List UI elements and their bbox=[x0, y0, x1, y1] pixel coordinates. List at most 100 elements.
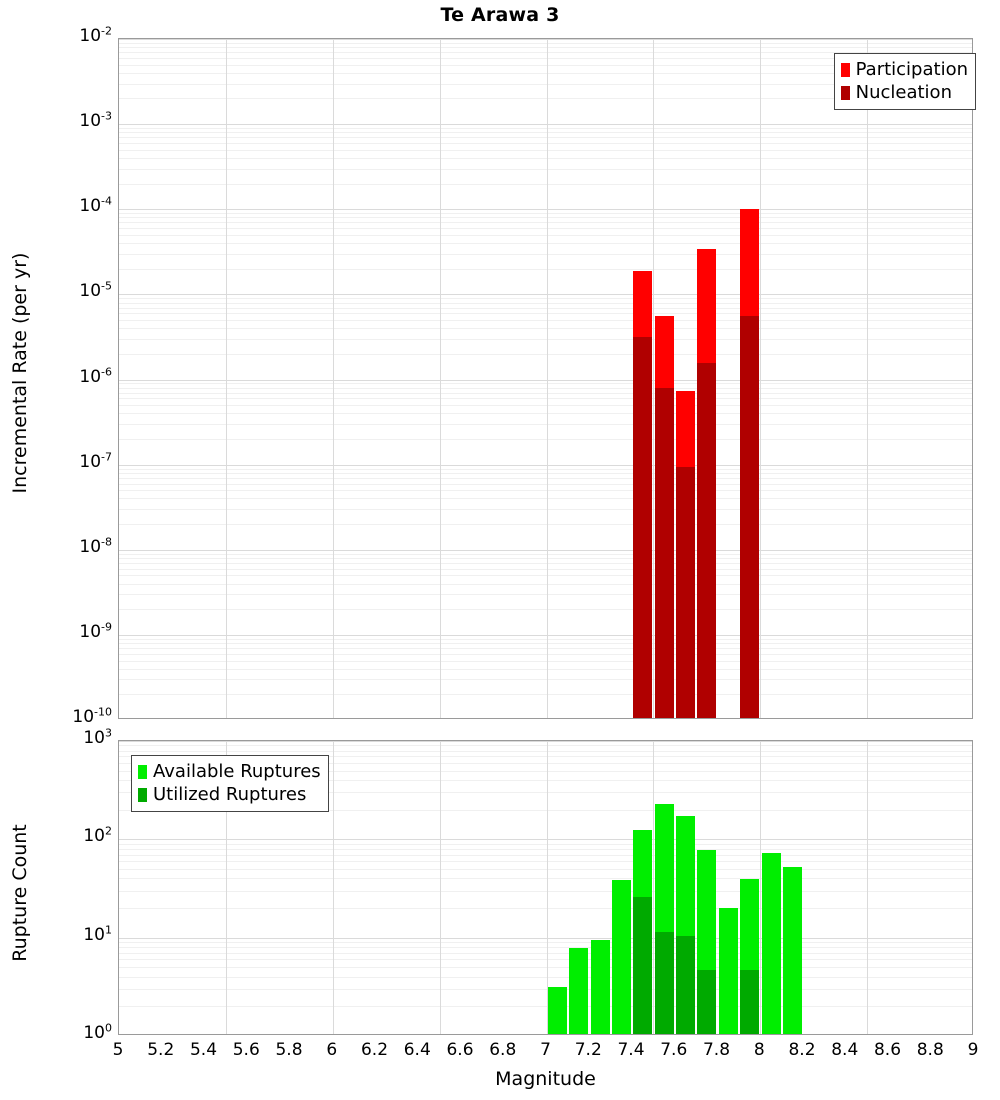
gridline-major-vertical bbox=[333, 39, 334, 718]
gridline-minor-horizontal bbox=[119, 509, 972, 510]
gridline-minor-horizontal bbox=[119, 908, 972, 909]
x-axis-tick-label: 5 bbox=[112, 1040, 124, 1060]
legend-item[interactable]: Nucleation bbox=[840, 81, 968, 104]
gridline-minor-horizontal bbox=[119, 469, 972, 470]
gridline-minor-horizontal bbox=[119, 563, 972, 564]
x-axis-tick-label: 7.8 bbox=[702, 1040, 731, 1060]
x-axis-tick-label: 6 bbox=[326, 1040, 338, 1060]
bar-utilized-ruptures bbox=[697, 970, 716, 1034]
bar-available-ruptures bbox=[783, 867, 802, 1034]
gridline-minor-horizontal bbox=[119, 639, 972, 640]
gridline-major-vertical bbox=[333, 741, 334, 1034]
gridline-major-vertical bbox=[760, 741, 761, 1034]
gridline-minor-horizontal bbox=[119, 405, 972, 406]
gridline-minor-horizontal bbox=[119, 222, 972, 223]
gridline-minor-horizontal bbox=[119, 47, 972, 48]
gridline-minor-horizontal bbox=[119, 269, 972, 270]
gridline-minor-horizontal bbox=[119, 661, 972, 662]
x-axis-tick-label: 8.8 bbox=[916, 1040, 944, 1060]
x-axis-tick-mark bbox=[931, 1034, 932, 1035]
gridline-minor-horizontal bbox=[119, 751, 972, 752]
x-axis-tick-mark bbox=[418, 1034, 419, 1035]
bar-nucleation bbox=[676, 467, 695, 718]
gridline-minor-horizontal bbox=[119, 43, 972, 44]
gridline-minor-horizontal bbox=[119, 137, 972, 138]
x-axis-tick-mark bbox=[290, 1034, 291, 1035]
top-plot-ylabel: Incremental Rate (per yr) bbox=[9, 252, 31, 494]
gridline-minor-horizontal bbox=[119, 558, 972, 559]
legend-item[interactable]: Participation bbox=[840, 58, 968, 81]
gridline-minor-horizontal bbox=[119, 424, 972, 425]
gridline-minor-horizontal bbox=[119, 844, 972, 845]
y-axis-tick-mark bbox=[118, 839, 119, 840]
y-axis-tick-label: 101 bbox=[83, 923, 112, 945]
x-axis-tick-label: 8.2 bbox=[788, 1040, 816, 1060]
gridline-minor-horizontal bbox=[119, 771, 972, 772]
x-axis-tick-mark bbox=[376, 1034, 377, 1035]
gridline-major-horizontal bbox=[119, 550, 972, 551]
y-axis-tick-label: 10-9 bbox=[79, 620, 112, 642]
x-axis-tick-label: 8 bbox=[753, 1040, 765, 1060]
bottom-plot-legend: Available Ruptures Utilized Ruptures bbox=[131, 755, 329, 812]
gridline-minor-horizontal bbox=[119, 313, 972, 314]
gridline-major-horizontal bbox=[119, 294, 972, 295]
y-axis-tick-mark bbox=[118, 550, 119, 551]
gridline-minor-horizontal bbox=[119, 128, 972, 129]
gridline-minor-horizontal bbox=[119, 228, 972, 229]
bar-utilized-ruptures bbox=[676, 936, 695, 1034]
x-axis-tick-mark bbox=[547, 1034, 548, 1035]
gridline-minor-horizontal bbox=[119, 953, 972, 954]
x-axis-tick-label: 8.4 bbox=[831, 1040, 859, 1060]
y-axis-tick-label: 10-2 bbox=[79, 24, 112, 46]
legend-item-label: Available Ruptures bbox=[153, 760, 321, 782]
y-axis-tick-mark bbox=[118, 380, 119, 381]
gridline-minor-horizontal bbox=[119, 303, 972, 304]
bar-nucleation bbox=[633, 337, 652, 718]
gridline-minor-horizontal bbox=[119, 869, 972, 870]
gridline-minor-horizontal bbox=[119, 792, 972, 793]
gridline-minor-horizontal bbox=[119, 648, 972, 649]
x-axis-tick-label: 9 bbox=[967, 1040, 979, 1060]
x-axis-tick-mark bbox=[888, 1034, 889, 1035]
gridline-minor-horizontal bbox=[119, 439, 972, 440]
y-axis-tick-label: 103 bbox=[83, 726, 112, 748]
y-axis-tick-mark bbox=[118, 635, 119, 636]
bar-available-ruptures bbox=[612, 880, 631, 1034]
gridline-minor-horizontal bbox=[119, 169, 972, 170]
gridline-minor-horizontal bbox=[119, 554, 972, 555]
gridline-minor-horizontal bbox=[119, 654, 972, 655]
gridline-minor-horizontal bbox=[119, 308, 972, 309]
x-axis-tick-label: 7.6 bbox=[660, 1040, 688, 1060]
gridline-minor-horizontal bbox=[119, 235, 972, 236]
x-axis-tick-label: 6.2 bbox=[360, 1040, 389, 1060]
bar-utilized-ruptures bbox=[633, 897, 652, 1034]
gridline-major-horizontal bbox=[119, 124, 972, 125]
x-axis-tick-mark bbox=[247, 1034, 248, 1035]
gridline-major-vertical bbox=[226, 741, 227, 1034]
y-axis-tick-label: 10-10 bbox=[72, 705, 112, 727]
gridline-minor-horizontal bbox=[119, 855, 972, 856]
gridline-minor-horizontal bbox=[119, 413, 972, 414]
bar-available-ruptures bbox=[548, 987, 567, 1034]
gridline-major-vertical bbox=[653, 741, 654, 1034]
gridline-minor-horizontal bbox=[119, 756, 972, 757]
bar-nucleation bbox=[655, 388, 674, 718]
gridline-major-vertical bbox=[440, 39, 441, 718]
gridline-major-horizontal bbox=[119, 635, 972, 636]
legend-item-label: Participation bbox=[855, 58, 968, 80]
legend-item[interactable]: Utilized Ruptures bbox=[138, 783, 321, 806]
x-axis-tick-mark bbox=[760, 1034, 761, 1035]
gridline-minor-horizontal bbox=[119, 393, 972, 394]
x-axis-tick-label: 6.8 bbox=[489, 1040, 517, 1060]
gridline-minor-horizontal bbox=[119, 484, 972, 485]
gridline-major-vertical bbox=[867, 741, 868, 1034]
gridline-minor-horizontal bbox=[119, 594, 972, 595]
x-axis-tick-mark bbox=[675, 1034, 676, 1035]
legend-item[interactable]: Available Ruptures bbox=[138, 760, 321, 783]
bottom-plot-axes bbox=[118, 740, 973, 1035]
gridline-minor-horizontal bbox=[119, 989, 972, 990]
bar-utilized-ruptures bbox=[655, 932, 674, 1034]
gridline-minor-horizontal bbox=[119, 150, 972, 151]
gridline-minor-horizontal bbox=[119, 339, 972, 340]
